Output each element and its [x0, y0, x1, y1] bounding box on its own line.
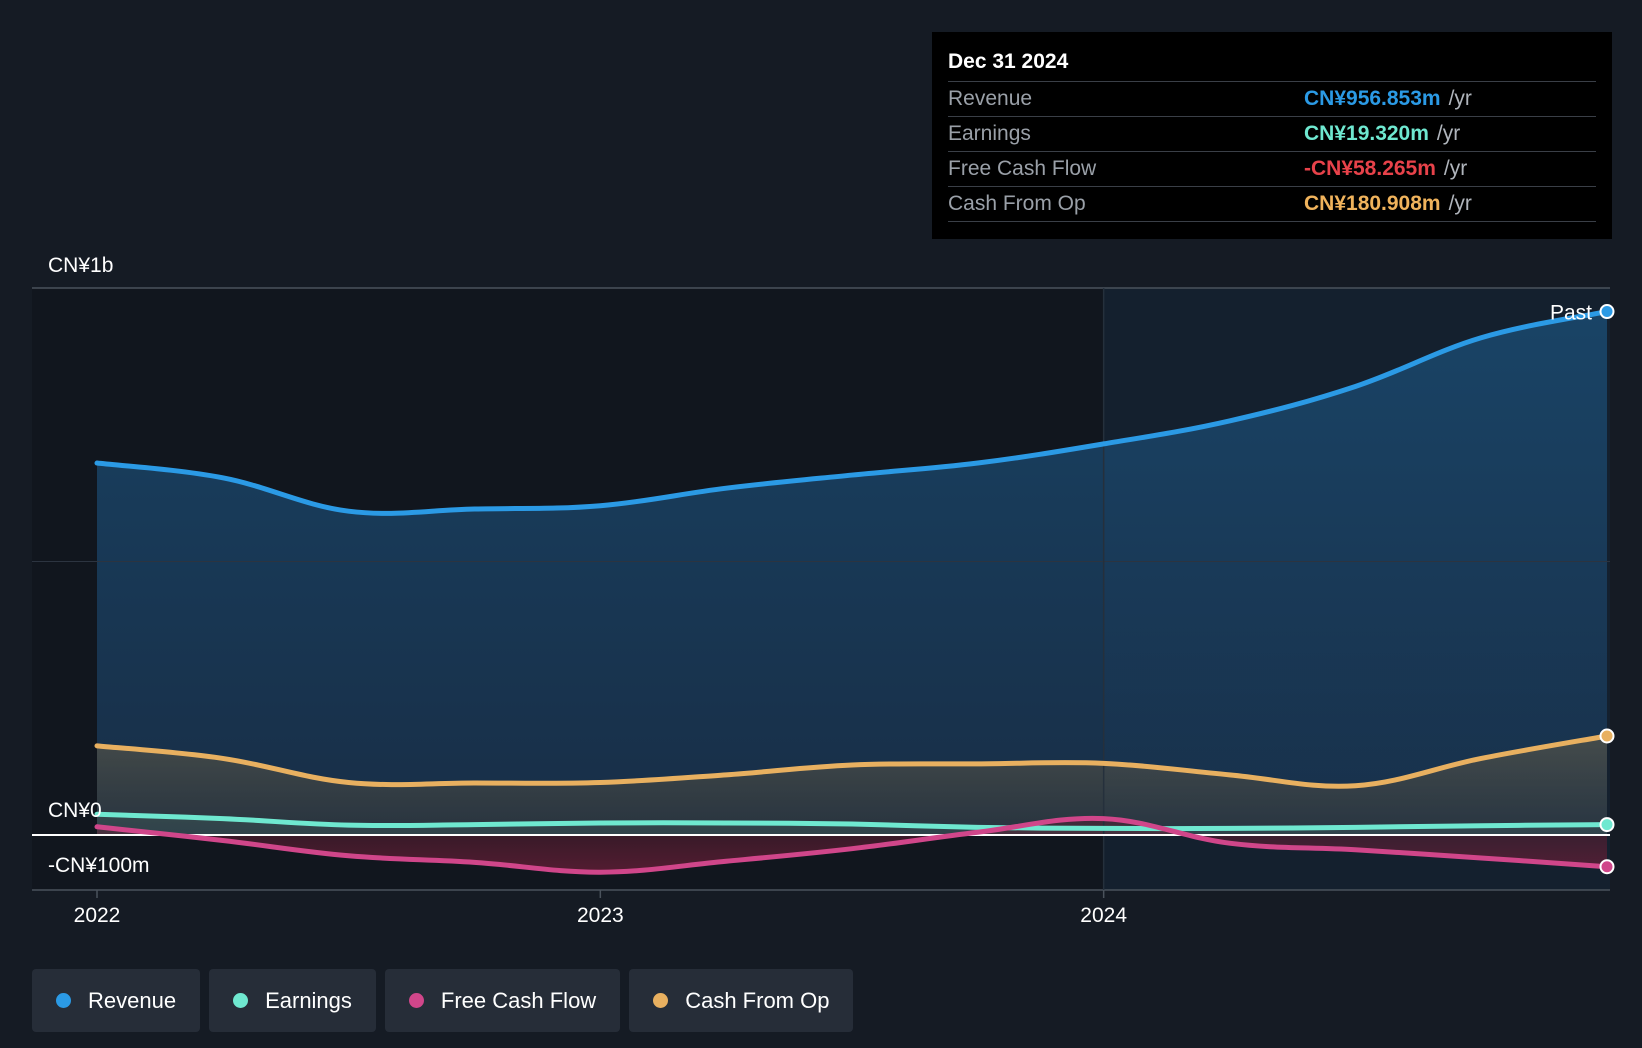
y-label-top: CN¥1b — [48, 254, 113, 277]
legend-dot — [56, 993, 71, 1008]
legend-item-cash-from-op[interactable]: Cash From Op — [629, 969, 854, 1032]
area-free-cash-flow — [97, 818, 1607, 873]
tooltip-row-cash-from-op: Cash From Op CN¥180.908m /yr — [948, 187, 1596, 222]
endpoint-revenue — [1599, 304, 1615, 320]
endpoint-earnings — [1599, 817, 1615, 833]
line-free-cash-flow — [94, 815, 1610, 875]
legend-item-free-cash-flow[interactable]: Free Cash Flow — [384, 969, 621, 1032]
tooltip-row-earnings: Earnings CN¥19.320m /yr — [948, 117, 1596, 152]
tooltip-date: Dec 31 2024 — [948, 46, 1596, 82]
area-cash-from-op — [97, 735, 1607, 835]
line-cash-from-op — [94, 733, 1610, 789]
legend-dot — [653, 993, 669, 1008]
tooltip-value: CN¥956.853m — [1304, 87, 1441, 110]
tooltip-label: Free Cash Flow — [948, 157, 1097, 180]
line-revenue — [94, 309, 1610, 516]
y-label-zero: CN¥0 — [48, 799, 102, 822]
y-label-bottom: -CN¥100m — [48, 854, 150, 877]
legend-label: Cash From Op — [685, 987, 830, 1013]
tooltip-value: CN¥19.320m — [1304, 122, 1429, 145]
line-earnings — [94, 811, 1610, 832]
tooltip-row-revenue: Revenue CN¥956.853m /yr — [948, 82, 1596, 117]
tooltip-value: -CN¥58.265m — [1304, 157, 1436, 180]
tooltip-value: CN¥180.908m — [1304, 192, 1441, 215]
x-tick-label: 2022 — [74, 904, 121, 927]
gridlines — [32, 287, 1610, 898]
legend-item-earnings[interactable]: Earnings — [209, 969, 376, 1032]
series-endpoints — [1599, 304, 1615, 875]
x-tick-label: 2024 — [1080, 904, 1127, 927]
legend-dot — [408, 993, 424, 1008]
legend-label: Earnings — [265, 987, 352, 1013]
tooltip-unit: /yr — [1448, 87, 1472, 110]
legend-label: Free Cash Flow — [440, 987, 597, 1013]
tooltip-label: Cash From Op — [948, 192, 1086, 215]
tooltip-label: Revenue — [948, 87, 1033, 110]
tooltip-row-free-cash-flow: Free Cash Flow -CN¥58.265m /yr — [948, 152, 1596, 187]
tooltip-unit: /yr — [1443, 157, 1468, 180]
legend: Revenue Earnings Free Cash Flow Cash Fro… — [32, 969, 854, 1032]
legend-item-revenue[interactable]: Revenue — [32, 969, 201, 1032]
axis-labels: CN¥1b CN¥0 -CN¥100m 2022 2023 2024 Past — [48, 254, 1592, 927]
tooltip-panel: Dec 31 2024 Revenue CN¥956.853m /yr Earn… — [932, 32, 1612, 239]
x-tick-label: 2023 — [577, 904, 624, 927]
legend-dot — [233, 993, 249, 1008]
tooltip-label: Earnings — [948, 122, 1031, 145]
endpoint-cash-from-op — [1599, 728, 1615, 744]
area-revenue — [97, 311, 1607, 835]
past-label: Past — [1550, 302, 1592, 325]
tooltip-unit: /yr — [1448, 192, 1472, 215]
legend-label: Revenue — [88, 987, 177, 1013]
series-lines — [94, 309, 1610, 875]
endpoint-free-cash-flow — [1599, 859, 1615, 875]
tooltip-unit: /yr — [1436, 122, 1461, 145]
